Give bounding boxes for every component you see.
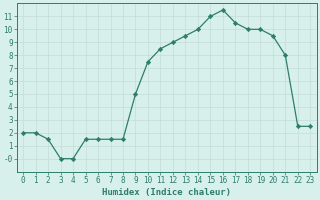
X-axis label: Humidex (Indice chaleur): Humidex (Indice chaleur): [102, 188, 231, 197]
